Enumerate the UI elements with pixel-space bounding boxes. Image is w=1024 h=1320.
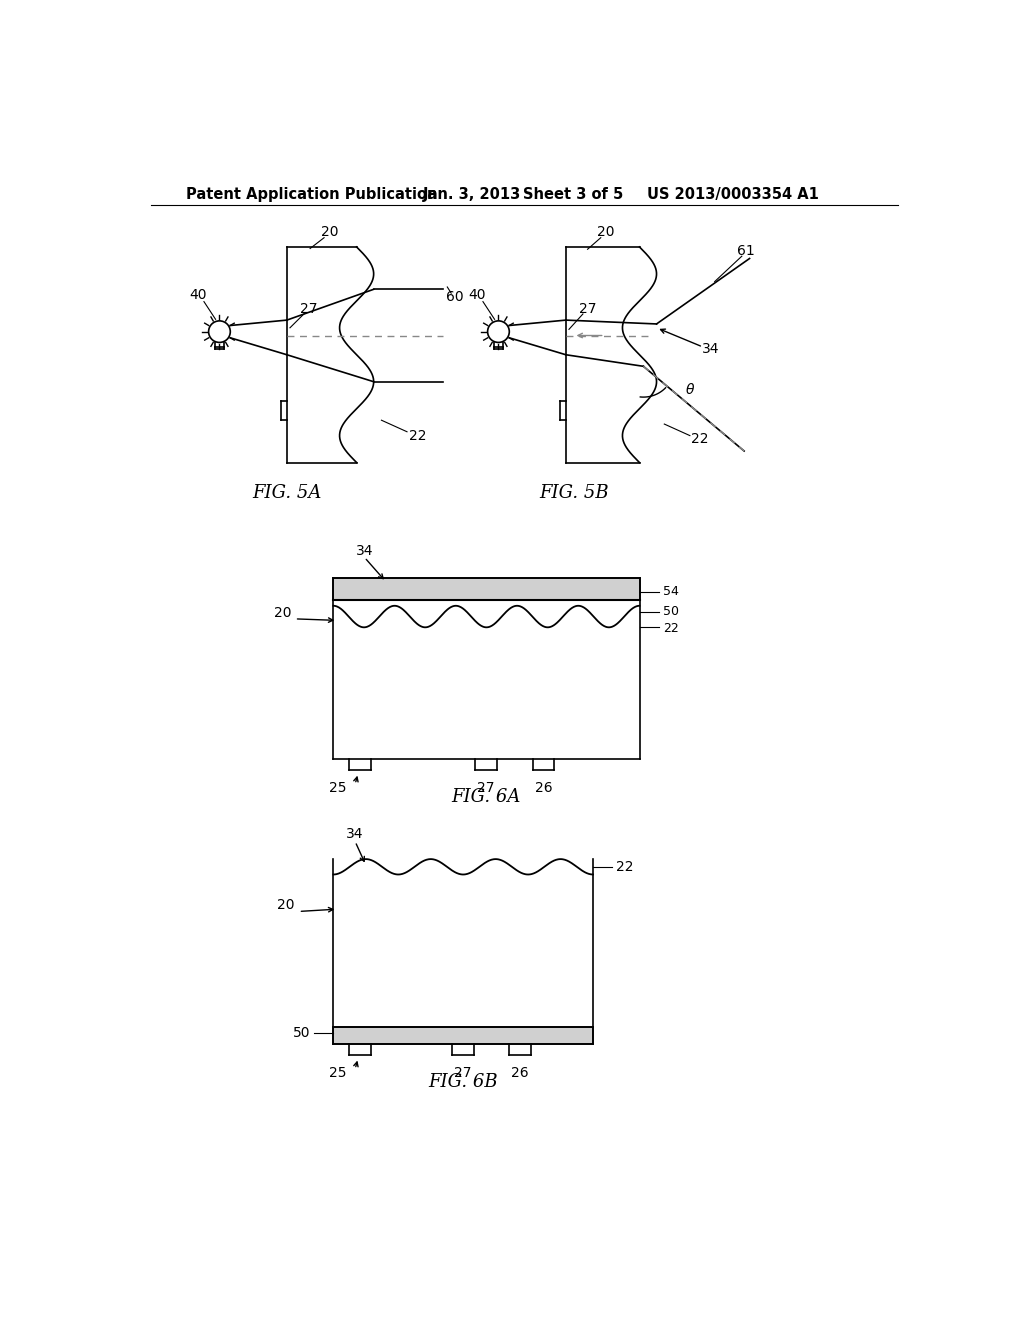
Text: 54: 54 bbox=[663, 585, 679, 598]
Text: 27: 27 bbox=[579, 301, 596, 315]
Text: 34: 34 bbox=[346, 828, 364, 841]
Text: 27: 27 bbox=[477, 781, 495, 795]
Text: 22: 22 bbox=[616, 859, 634, 874]
Text: 50: 50 bbox=[663, 606, 679, 619]
Text: 22: 22 bbox=[409, 429, 426, 442]
Text: 20: 20 bbox=[321, 224, 338, 239]
Text: 26: 26 bbox=[535, 781, 552, 795]
Text: 20: 20 bbox=[597, 224, 615, 239]
Text: 34: 34 bbox=[355, 544, 373, 558]
Text: 60: 60 bbox=[446, 290, 464, 304]
Text: Sheet 3 of 5: Sheet 3 of 5 bbox=[523, 187, 624, 202]
Text: FIG. 6B: FIG. 6B bbox=[428, 1073, 498, 1092]
Text: 40: 40 bbox=[468, 289, 485, 302]
Text: 34: 34 bbox=[702, 342, 720, 356]
Bar bbox=[334, 578, 640, 599]
Text: 25: 25 bbox=[329, 781, 346, 795]
Text: 40: 40 bbox=[189, 289, 207, 302]
Bar bbox=[334, 1027, 593, 1044]
Text: 25: 25 bbox=[329, 1067, 346, 1080]
Text: 20: 20 bbox=[274, 606, 292, 619]
Text: Patent Application Publication: Patent Application Publication bbox=[186, 187, 437, 202]
Text: 20: 20 bbox=[276, 899, 294, 912]
Text: 22: 22 bbox=[691, 433, 709, 446]
Text: 22: 22 bbox=[663, 622, 679, 635]
Text: 27: 27 bbox=[300, 301, 317, 315]
Text: $\theta$: $\theta$ bbox=[685, 381, 695, 397]
Text: 27: 27 bbox=[454, 1067, 471, 1080]
Text: FIG. 5A: FIG. 5A bbox=[252, 484, 322, 503]
Text: 26: 26 bbox=[511, 1067, 529, 1080]
Text: FIG. 6A: FIG. 6A bbox=[452, 788, 521, 807]
Text: Jan. 3, 2013: Jan. 3, 2013 bbox=[423, 187, 521, 202]
Text: 50: 50 bbox=[293, 1026, 310, 1040]
Text: FIG. 5B: FIG. 5B bbox=[539, 484, 608, 503]
Text: US 2013/0003354 A1: US 2013/0003354 A1 bbox=[647, 187, 819, 202]
Text: 61: 61 bbox=[737, 244, 755, 257]
